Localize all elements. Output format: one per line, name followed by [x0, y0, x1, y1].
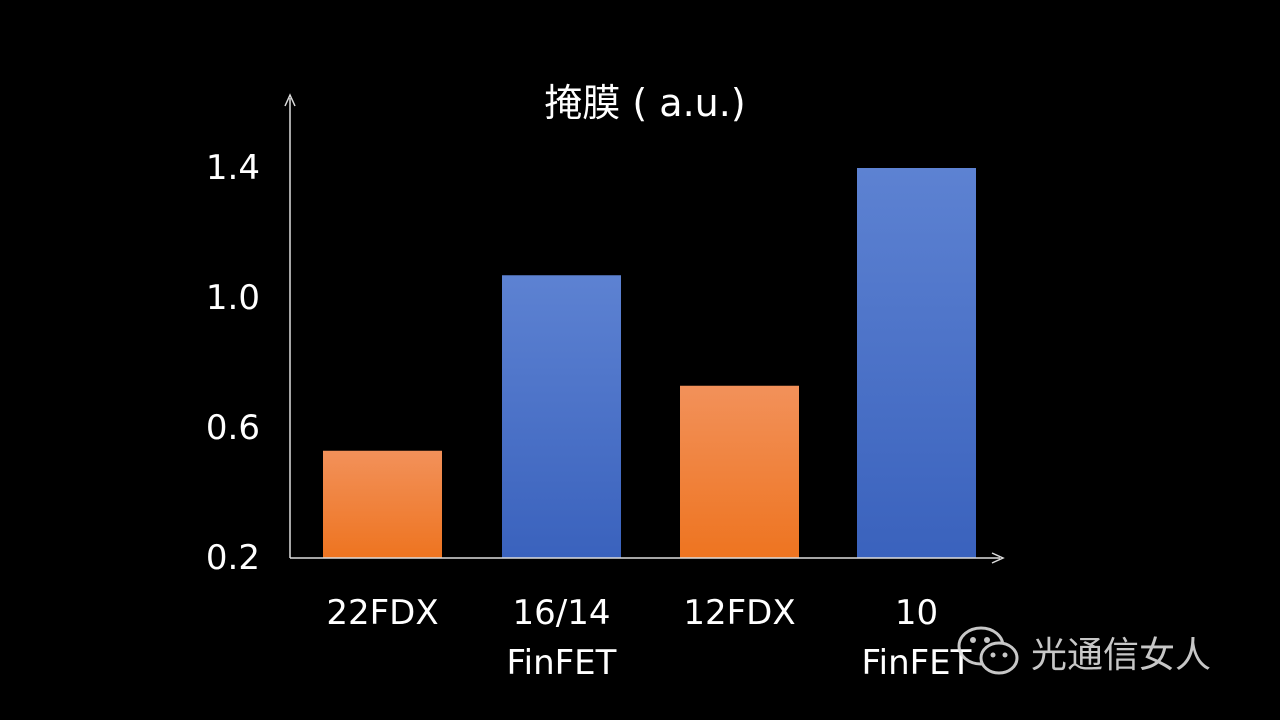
bar-0 — [323, 450, 442, 558]
bar-2 — [680, 385, 799, 558]
x-tick-label: 22FDX — [326, 593, 439, 633]
watermark-text: 光通信女人 — [1031, 635, 1212, 676]
x-tick-label: 10 FinFET — [861, 593, 972, 683]
x-axis-arrow — [991, 552, 1005, 564]
x-tick-label: 12FDX — [683, 593, 796, 633]
y-tick-label: 1.0 — [205, 278, 260, 318]
watermark: 光通信女人 — [955, 622, 1211, 682]
wechat-icon — [957, 626, 1019, 675]
x-tick-label: 16/14 FinFET — [506, 593, 617, 683]
y-axis-arrow — [284, 93, 296, 107]
y-tick-label: 0.2 — [205, 538, 260, 578]
y-tick-label: 0.6 — [205, 408, 260, 448]
bar-1 — [502, 275, 621, 558]
chart-title: 掩膜 ( a.u.) — [544, 81, 746, 125]
y-tick-label: 1.4 — [205, 148, 260, 188]
bar-3 — [857, 168, 976, 558]
